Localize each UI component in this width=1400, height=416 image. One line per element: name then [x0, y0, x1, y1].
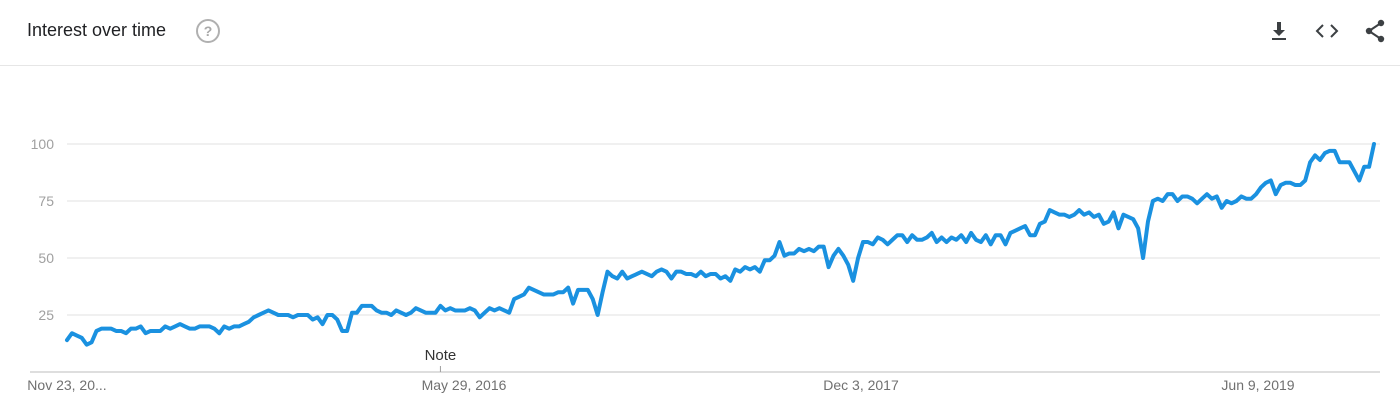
- share-icon[interactable]: [1362, 18, 1388, 44]
- interest-chart: 25 50 75 100 Nov 23, 20... May 29, 2016 Dec 3…: [0, 66, 1400, 416]
- help-circle-icon[interactable]: ?: [196, 19, 220, 43]
- download-icon[interactable]: [1266, 18, 1292, 44]
- x-tick-label: Nov 23, 20...: [27, 377, 106, 393]
- x-tick-label: Jun 9, 2019: [1221, 377, 1294, 393]
- y-tick-label: 25: [38, 307, 54, 323]
- chart-header: Interest over time ?: [0, 0, 1400, 66]
- y-tick-label: 75: [38, 193, 54, 209]
- note-label[interactable]: Note: [425, 347, 457, 364]
- line-chart-svg: 25 50 75 100 Nov 23, 20... May 29, 2016 Dec 3…: [27, 136, 1380, 393]
- grid-lines: [30, 143, 1380, 373]
- x-tick-label: Dec 3, 2017: [823, 377, 899, 393]
- chart-title: Interest over time: [27, 20, 167, 40]
- code-icon[interactable]: [1314, 18, 1340, 44]
- x-tick-label: May 29, 2016: [422, 377, 507, 393]
- y-axis-ticks: 25 50 75 100: [31, 136, 55, 323]
- note-annotation: Note: [425, 347, 457, 372]
- x-axis-ticks: Nov 23, 20... May 29, 2016 Dec 3, 2017 Jun …: [27, 377, 1294, 393]
- series-line: [65, 142, 1376, 347]
- y-tick-label: 50: [38, 250, 54, 266]
- y-tick-label: 100: [31, 136, 55, 152]
